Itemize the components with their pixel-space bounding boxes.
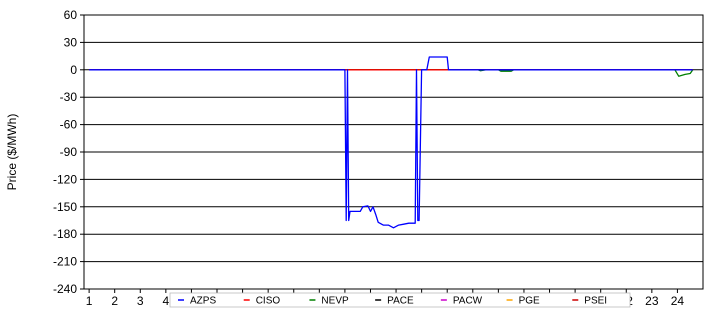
y-tick-label: -120 xyxy=(53,172,77,186)
legend-label-psei: PSEI xyxy=(584,296,607,307)
y-tick-label: -90 xyxy=(60,145,78,159)
legend-label-pacw: PACW xyxy=(453,296,483,307)
x-tick-label: 2 xyxy=(111,294,118,308)
series-line-azps xyxy=(89,56,693,229)
x-tick-label: 3 xyxy=(137,294,144,308)
x-tick-label: 1 xyxy=(86,294,93,308)
y-tick-label: 60 xyxy=(64,8,78,22)
y-tick-label: -210 xyxy=(53,255,77,269)
y-tick-label: 0 xyxy=(70,63,77,77)
x-tick-label: 4 xyxy=(163,294,170,308)
x-tick-label: 23 xyxy=(645,294,659,308)
y-axis-label: Price ($/MWh) xyxy=(5,114,19,191)
legend-label-azps: AZPS xyxy=(190,296,216,307)
x-tick-label: 24 xyxy=(671,294,685,308)
y-axis: 60 30 0 -30 -60 -90 -120 -150 -180 -210 -240 xyxy=(53,8,84,296)
legend-label-ciso: CISO xyxy=(256,296,281,307)
y-tick-label: -180 xyxy=(53,227,77,241)
series-lines xyxy=(89,56,694,229)
series-line-nevp xyxy=(89,69,694,77)
legend-label-pace: PACE xyxy=(387,296,414,307)
grid-lines xyxy=(84,14,703,290)
legend-label-pge: PGE xyxy=(519,296,540,307)
y-tick-label: -240 xyxy=(53,282,77,296)
legend-box xyxy=(169,292,631,308)
y-tick-label: 30 xyxy=(64,35,78,49)
legend-label-nevp: NEVP xyxy=(321,296,349,307)
legend: AZPS CISO NEVP PACE PACW PGE PSEI xyxy=(169,292,631,308)
y-tick-label: -60 xyxy=(60,118,78,132)
y-tick-label: -150 xyxy=(53,200,77,214)
y-tick-label: -30 xyxy=(60,90,78,104)
